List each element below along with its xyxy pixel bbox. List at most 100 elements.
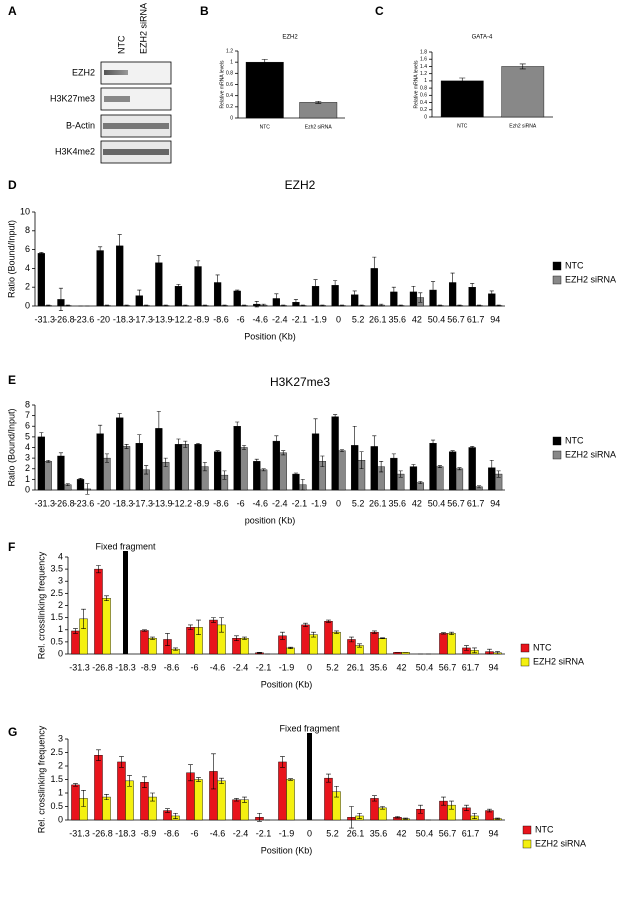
error-bar <box>195 260 201 273</box>
x-tick-label: -1.9 <box>279 662 295 672</box>
bar <box>213 451 222 491</box>
error-bar <box>156 254 161 271</box>
error-bar <box>418 292 423 303</box>
error-bar <box>274 293 279 304</box>
error-bar <box>391 286 396 297</box>
error-bar <box>124 304 129 307</box>
error-bar <box>163 457 168 467</box>
error-bar <box>104 304 110 307</box>
error-bar <box>261 59 268 66</box>
x-tick-label: 0 <box>336 314 341 324</box>
x-tick-label: -26.8 <box>54 498 75 508</box>
error-bar <box>234 635 239 641</box>
error-bar <box>352 425 357 465</box>
panel-letter: E <box>8 373 16 387</box>
error-bar <box>96 749 101 761</box>
x-tick-label: 35.6 <box>370 662 388 672</box>
chart-title: EZH2 <box>282 35 298 41</box>
y-tick-label: 0.5 <box>50 801 63 811</box>
x-tick-label: -31.3 <box>35 314 56 324</box>
error-bar <box>183 440 188 448</box>
error-bar <box>334 785 339 798</box>
blot-box <box>100 61 172 85</box>
bar <box>286 779 295 821</box>
error-bar <box>487 648 492 655</box>
x-tick-label: -31.3 <box>35 498 56 508</box>
y-tick-label: 3.5 <box>50 564 63 574</box>
y-axis-label: Rel. crosslinking frequency <box>36 725 46 833</box>
error-bar <box>176 438 181 450</box>
error-bar <box>349 636 354 643</box>
x-tick-label: -18.3 <box>113 498 134 508</box>
bar <box>429 443 437 491</box>
y-tick-label: 0 <box>58 814 63 824</box>
x-tick-label: -4.6 <box>210 662 226 672</box>
y-tick-label: 1.2 <box>226 48 233 54</box>
y-tick-label: 1 <box>58 787 63 797</box>
x-tick-label: -4.6 <box>210 828 226 838</box>
bar <box>140 630 149 655</box>
error-bar <box>403 817 408 820</box>
y-tick-label: 1.2 <box>420 71 427 77</box>
x-axis-label: Position (Kb) <box>261 845 313 855</box>
x-axis-label: Position (Kb) <box>244 331 296 341</box>
error-bar <box>241 304 247 307</box>
error-bar <box>450 450 455 454</box>
x-tick-label: 5.2 <box>326 828 339 838</box>
bar <box>233 290 241 307</box>
x-tick-label: -2.1 <box>292 498 308 508</box>
x-tick-label: 35.6 <box>389 498 407 508</box>
error-bar <box>398 304 403 307</box>
error-bar <box>395 816 400 819</box>
y-tick-label: 2.5 <box>50 747 63 757</box>
error-bar <box>183 304 188 307</box>
x-tick-label: 61.7 <box>467 498 485 508</box>
y-tick-label: 4 <box>25 263 30 273</box>
bar <box>37 253 45 307</box>
x-tick-label: -6 <box>190 828 198 838</box>
x-tick-label: -2.4 <box>233 662 249 672</box>
error-bar <box>96 565 101 574</box>
error-bar <box>242 796 247 803</box>
error-bar <box>188 764 193 782</box>
error-bar <box>300 304 305 307</box>
x-tick-label: -8.9 <box>141 662 157 672</box>
x-tick-label: -18.3 <box>115 662 136 672</box>
x-tick-label: 50.4 <box>416 828 434 838</box>
x-tick-label: NTC <box>260 124 271 130</box>
error-bar <box>65 483 70 487</box>
y-tick-label: 0 <box>25 484 30 494</box>
x-tick-label: -12.2 <box>172 314 193 324</box>
bar <box>324 621 333 655</box>
error-bar <box>144 465 149 475</box>
bar <box>71 630 80 655</box>
error-bar <box>202 462 207 472</box>
x-axis-label: Position (Kb) <box>261 679 313 689</box>
error-bar <box>459 77 466 85</box>
error-bar <box>464 804 469 811</box>
bar <box>116 417 124 491</box>
y-tick-label: 4 <box>25 442 30 452</box>
error-bar <box>372 795 377 802</box>
error-bar <box>142 629 147 632</box>
y-tick-label: 8 <box>25 225 30 235</box>
bar <box>501 66 545 118</box>
bar <box>103 457 111 491</box>
y-tick-label: 2 <box>58 600 63 610</box>
legend-swatch <box>522 825 532 835</box>
bar <box>447 633 456 655</box>
error-bar <box>398 470 403 478</box>
error-bar <box>326 773 331 783</box>
y-tick-label: 0.4 <box>420 100 427 106</box>
x-tick-label: 42 <box>396 662 406 672</box>
annotation: Fixed fragment <box>95 541 156 551</box>
y-tick-label: 2.5 <box>50 588 63 598</box>
error-bar <box>372 630 377 634</box>
y-tick-label: 0.2 <box>226 104 233 110</box>
error-bar <box>137 289 142 302</box>
x-tick-label: -1.9 <box>311 498 327 508</box>
panel-letter: G <box>8 725 17 739</box>
error-bar <box>489 459 494 476</box>
error-bar <box>78 478 83 481</box>
error-bar <box>117 413 122 423</box>
